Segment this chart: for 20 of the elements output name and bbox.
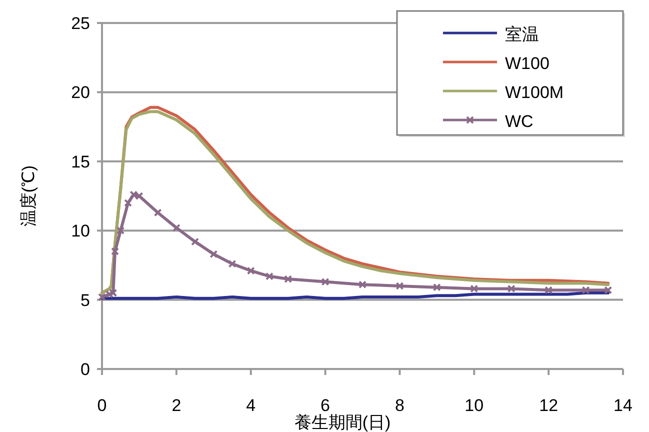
x-tick-label: 2 [172,396,182,415]
legend-label: W100M [505,83,564,102]
x-tick-label: 0 [97,396,107,415]
legend-label: WC [505,112,534,131]
x-axis-title: 養生期間(日) [294,413,391,432]
x-tick-label: 6 [320,396,330,415]
x-tick-label: 14 [614,396,632,415]
x-tick-label: 8 [394,396,404,415]
y-tick-label: 15 [71,152,90,172]
y-axis-title: 温度(℃) [19,165,38,227]
y-tick-label: 20 [71,83,90,102]
legend-label: W100 [505,54,550,73]
y-tick-label: 10 [71,222,90,241]
y-tick-label: 5 [80,290,90,310]
y-tick-label: 25 [71,14,90,33]
legend-label: 室温 [505,25,539,44]
x-tick-label: 10 [464,396,484,415]
x-tick-label: 4 [246,396,256,415]
x-tick-label: 12 [539,396,558,415]
y-tick-label: 0 [80,360,90,379]
